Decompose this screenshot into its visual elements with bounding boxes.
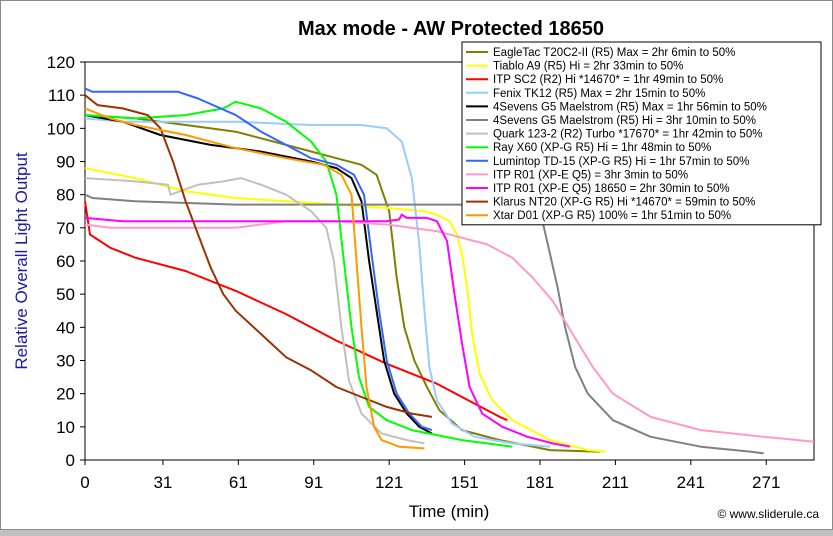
y-tick-label: 80 xyxy=(56,186,75,205)
series-lines xyxy=(84,87,815,455)
y-tick-label: 120 xyxy=(47,53,75,72)
legend-entry: EagleTac T20C2-II (R5) Max = 2hr 6min to… xyxy=(493,47,735,59)
legend-entry: Lumintop TD-15 (XP-G R5) Hi = 1hr 57min … xyxy=(493,156,749,168)
legend-entry: Klarus NT20 (XP-G R5) Hi *14670* = 59min… xyxy=(493,197,755,209)
legend-entry: 4Sevens G5 Maelstrom (R5) Hi = 3hr 10min… xyxy=(493,115,756,127)
x-tick-label: 271 xyxy=(752,473,780,492)
x-tick-label: 91 xyxy=(304,473,323,492)
series-line-1 xyxy=(84,167,606,453)
series-line-0 xyxy=(84,114,601,453)
series-line-10 xyxy=(84,213,571,448)
y-tick-label: 40 xyxy=(56,318,75,337)
legend-entry: Ray X60 (XP-G R5) Hi = 1hr 48min to 50% xyxy=(493,142,711,154)
legend-entry: Fenix TK12 (R5) Max = 2hr 15min to 50% xyxy=(493,88,705,100)
y-tick-label: 70 xyxy=(56,219,75,238)
series-line-12 xyxy=(84,107,425,450)
legend-entry: Tiablo A9 (R5) Hi = 2hr 33min to 50% xyxy=(493,61,683,73)
x-tick-label: 0 xyxy=(80,473,89,492)
y-axis: 0 10 20 30 40 50 60 70 80 90 100 110 120 xyxy=(47,53,85,470)
y-tick-label: 60 xyxy=(56,252,75,271)
y-tick-label: 110 xyxy=(48,86,75,105)
y-tick-label: 10 xyxy=(56,418,75,437)
x-tick-label: 211 xyxy=(602,473,629,492)
legend: EagleTac T20C2-II (R5) Max = 2hr 6min to… xyxy=(461,41,822,226)
series-line-9 xyxy=(84,220,815,443)
x-tick-label: 151 xyxy=(450,473,478,492)
legend-entry: ITP R01 (XP-E Q5) 18650 = 2hr 30min to 5… xyxy=(493,183,730,195)
x-tick-label: 241 xyxy=(677,473,705,492)
x-tick-label: 181 xyxy=(526,473,554,492)
legend-entry: ITP R01 (XP-E Q5) = 3hr 3min to 50% xyxy=(493,169,688,181)
legend-entry: ITP SC2 (R2) Hi *14670* = 1hr 49min to 5… xyxy=(493,74,723,86)
chart-title: Max mode - AW Protected 18650 xyxy=(298,18,604,40)
series-line-2 xyxy=(84,201,508,422)
series-line-8 xyxy=(84,87,433,432)
legend-box xyxy=(461,41,822,226)
series-line-11 xyxy=(84,94,433,418)
legend-entry: Quark 123-2 (R2) Turbo *17670* = 1hr 42m… xyxy=(493,129,762,141)
y-tick-label: 20 xyxy=(56,385,75,404)
series-line-4 xyxy=(84,114,433,435)
legend-entry: 4Sevens G5 Maelstrom (R5) Max = 1hr 56mi… xyxy=(493,101,767,113)
watermark-credit: © www.sliderule.ca xyxy=(717,507,819,521)
x-tick-label: 31 xyxy=(153,473,172,492)
series-line-5 xyxy=(84,193,764,455)
y-tick-label: 50 xyxy=(56,285,75,304)
y-tick-label: 90 xyxy=(56,153,75,172)
x-axis-label: Time (min) xyxy=(409,502,490,521)
y-tick-label: 100 xyxy=(47,119,75,138)
legend-entry: Xtar D01 (XP-G R5) 100% = 1hr 51min to 5… xyxy=(493,210,731,222)
x-axis: 0 31 61 91 121 151 181 211 241 271 xyxy=(80,460,780,492)
x-tick-label: 121 xyxy=(375,473,403,492)
series-line-6 xyxy=(84,177,425,445)
y-axis-label: Relative Overall Light Output xyxy=(12,152,31,370)
series-line-7 xyxy=(84,100,513,448)
x-tick-label: 61 xyxy=(229,473,248,492)
series-line-3 xyxy=(84,117,551,448)
y-tick-label: 30 xyxy=(56,352,75,371)
y-tick-label: 0 xyxy=(66,451,75,470)
